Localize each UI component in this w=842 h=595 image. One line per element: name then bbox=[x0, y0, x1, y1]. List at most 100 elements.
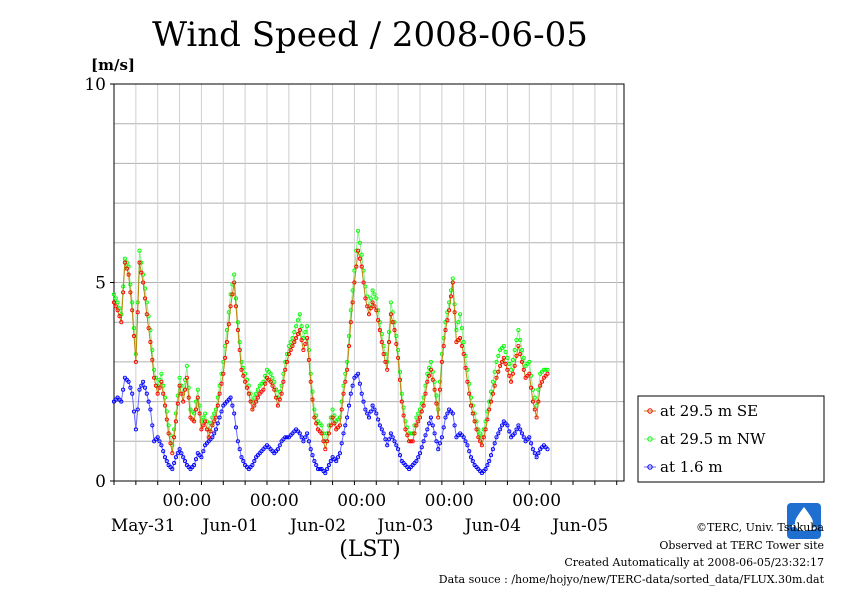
data-point bbox=[175, 401, 180, 406]
data-point bbox=[148, 407, 153, 412]
data-point bbox=[437, 387, 443, 392]
data-point bbox=[505, 423, 510, 428]
data-point bbox=[509, 379, 514, 384]
data-point bbox=[458, 336, 463, 341]
data-point bbox=[386, 340, 392, 345]
data-point bbox=[115, 308, 120, 313]
data-point bbox=[173, 455, 178, 460]
data-point bbox=[128, 290, 133, 295]
data-point bbox=[443, 328, 448, 333]
data-point bbox=[277, 397, 282, 402]
series-line bbox=[113, 250, 548, 454]
data-point bbox=[441, 343, 446, 349]
data-point bbox=[297, 328, 302, 333]
data-point bbox=[325, 467, 330, 472]
data-point bbox=[246, 391, 251, 396]
data-point bbox=[458, 312, 463, 317]
data-point bbox=[348, 391, 353, 396]
data-point bbox=[237, 347, 242, 353]
data-point bbox=[274, 395, 279, 400]
data-point bbox=[372, 304, 377, 309]
data-point bbox=[399, 391, 404, 396]
data-point bbox=[543, 367, 548, 372]
data-point bbox=[376, 318, 381, 323]
data-point bbox=[521, 355, 526, 360]
data-point bbox=[519, 347, 525, 353]
data-point bbox=[162, 403, 168, 408]
data-point bbox=[519, 359, 525, 364]
data-point bbox=[396, 355, 401, 360]
data-point bbox=[303, 435, 308, 440]
data-point bbox=[501, 343, 506, 349]
data-point bbox=[292, 340, 297, 345]
data-point bbox=[529, 441, 534, 446]
data-point bbox=[370, 403, 375, 408]
data-point bbox=[337, 423, 342, 428]
data-point bbox=[284, 359, 290, 364]
data-point bbox=[365, 304, 370, 309]
data-point bbox=[332, 421, 337, 426]
data-point bbox=[326, 463, 331, 468]
x-time-label: 00:00 bbox=[425, 491, 474, 511]
data-point bbox=[310, 389, 315, 394]
data-point bbox=[467, 391, 472, 396]
data-point bbox=[530, 447, 535, 452]
data-point bbox=[159, 443, 164, 448]
data-point bbox=[385, 367, 390, 372]
data-point bbox=[310, 397, 315, 402]
footer-copyright: ©TERC, Univ. Tsukuba bbox=[695, 521, 824, 534]
data-point bbox=[441, 336, 446, 341]
data-point bbox=[159, 379, 164, 384]
x-date-label: Jun-04 bbox=[463, 516, 521, 536]
data-point bbox=[346, 334, 352, 339]
data-point bbox=[386, 330, 392, 335]
data-point bbox=[494, 435, 499, 440]
data-point bbox=[148, 340, 153, 345]
terc-logo: TERC bbox=[783, 503, 825, 539]
data-point bbox=[179, 451, 184, 456]
data-point bbox=[283, 367, 288, 372]
data-point bbox=[130, 391, 135, 396]
data-point bbox=[210, 435, 215, 440]
data-point bbox=[339, 407, 344, 412]
data-point bbox=[199, 419, 204, 424]
data-point bbox=[490, 379, 495, 384]
data-point bbox=[170, 451, 175, 456]
data-point bbox=[284, 435, 290, 440]
data-point bbox=[126, 379, 131, 384]
data-point bbox=[507, 373, 512, 378]
data-point bbox=[416, 455, 421, 460]
data-point bbox=[465, 379, 470, 384]
data-point bbox=[377, 423, 382, 428]
data-point bbox=[237, 447, 242, 452]
data-point bbox=[468, 403, 474, 408]
data-point bbox=[237, 340, 242, 345]
data-point bbox=[439, 435, 444, 440]
data-point bbox=[161, 449, 166, 454]
data-point bbox=[447, 300, 452, 305]
data-point bbox=[215, 421, 220, 426]
data-point bbox=[308, 379, 313, 384]
data-point bbox=[410, 439, 415, 444]
data-point bbox=[299, 435, 304, 440]
data-point bbox=[283, 435, 288, 440]
data-point bbox=[141, 280, 146, 285]
data-point bbox=[370, 288, 375, 293]
data-point bbox=[470, 459, 475, 464]
data-point bbox=[532, 407, 537, 412]
data-point bbox=[374, 296, 379, 301]
data-point bbox=[452, 423, 457, 428]
data-point bbox=[319, 423, 324, 428]
data-point bbox=[122, 260, 127, 265]
data-point bbox=[510, 371, 515, 376]
data-point bbox=[425, 379, 430, 384]
data-point bbox=[195, 387, 200, 392]
data-point bbox=[235, 328, 240, 333]
data-point bbox=[199, 427, 204, 432]
data-point bbox=[117, 314, 122, 319]
data-point bbox=[514, 427, 519, 432]
data-point bbox=[172, 461, 177, 466]
data-point bbox=[337, 415, 342, 420]
data-point bbox=[299, 338, 304, 343]
data-point bbox=[144, 391, 149, 396]
